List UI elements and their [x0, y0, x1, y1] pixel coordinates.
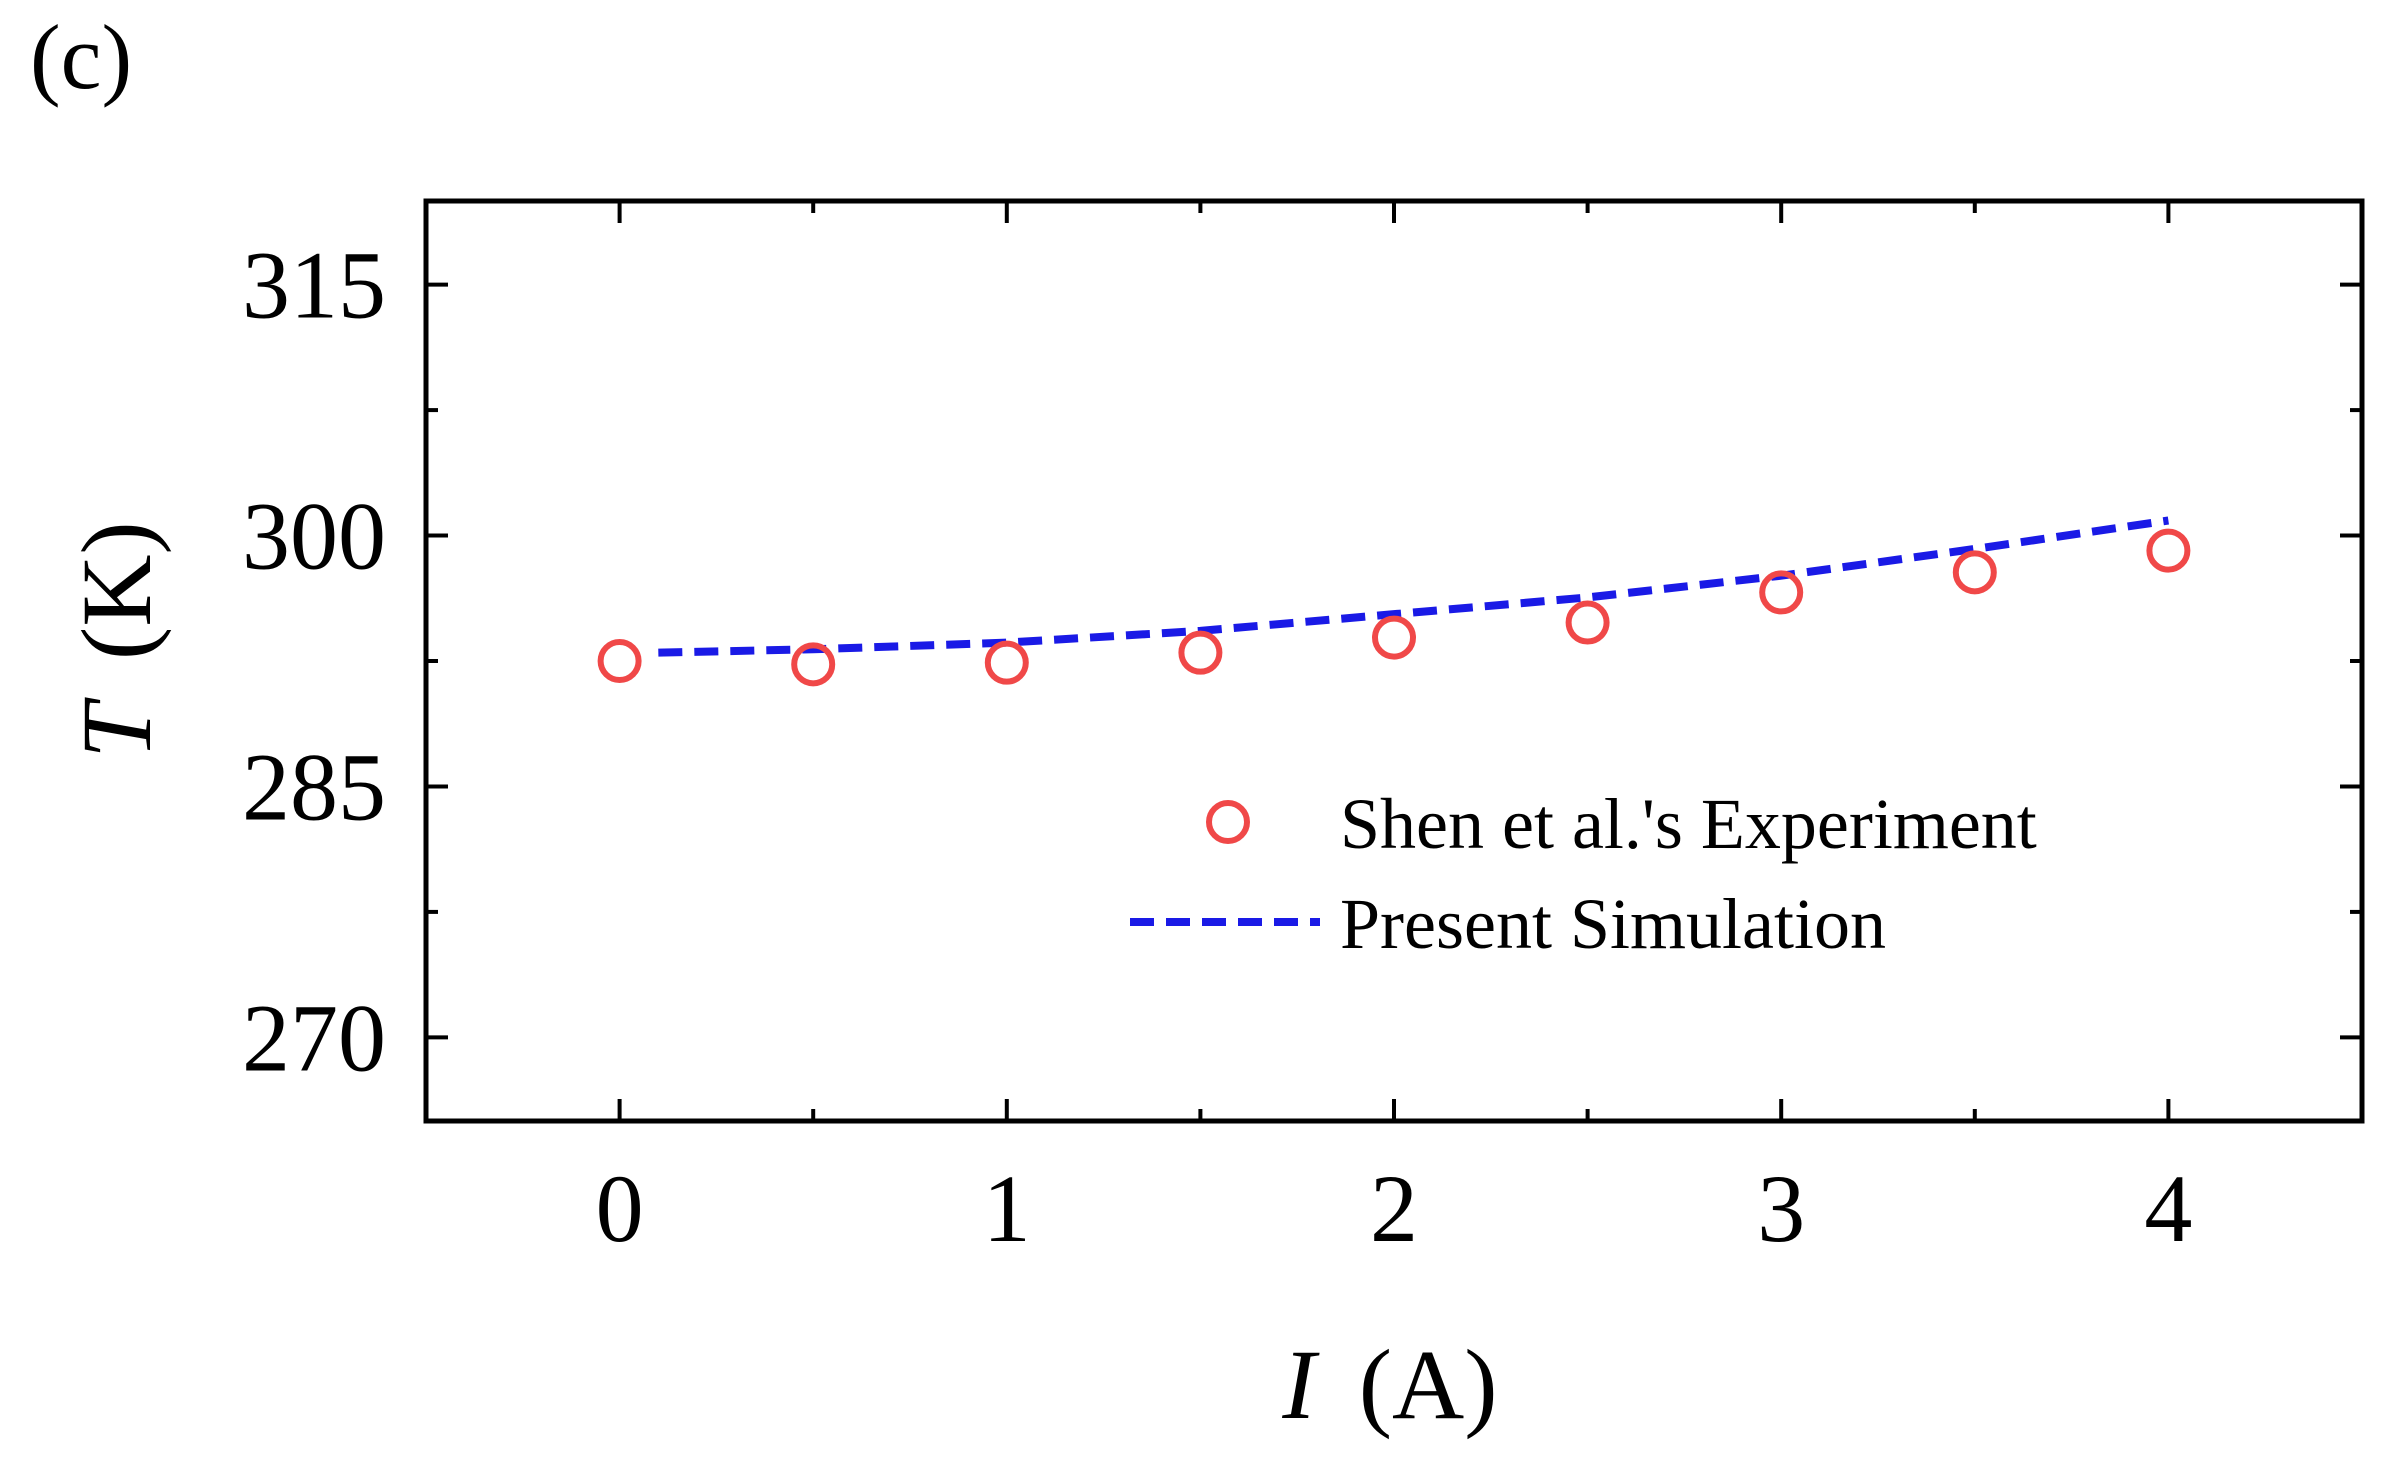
- plot-frame: [423, 198, 2365, 1124]
- y-axis-var: T: [61, 697, 172, 759]
- experiment-point: [597, 639, 642, 683]
- y-tick-label: 315: [242, 232, 386, 339]
- experiment-point: [791, 642, 836, 687]
- legend: Shen et al.'s Experiment Present Simulat…: [1130, 784, 2037, 964]
- panel-label: (c): [30, 6, 132, 108]
- experiment-point: [1178, 630, 1223, 675]
- experiment-point: [2146, 528, 2191, 573]
- y-axis-unit: (K): [61, 521, 172, 660]
- x-tick-label: 2: [1370, 1155, 1418, 1262]
- y-axis-title: T (K): [61, 521, 172, 758]
- x-tick-label: 1: [983, 1155, 1031, 1262]
- x-tick-label: 4: [2144, 1155, 2192, 1262]
- x-tick-label: 3: [1757, 1155, 1805, 1262]
- experiment-point: [984, 640, 1029, 685]
- experiment-point: [1952, 550, 1997, 595]
- x-axis-title: I (A): [1281, 1329, 1497, 1440]
- x-axis-var: I: [1281, 1329, 1320, 1440]
- tick-labels: 0 1 2 3 4 270 285 300 315: [242, 232, 2192, 1262]
- legend-label-experiment: Shen et al.'s Experiment: [1340, 784, 2037, 864]
- experiment-point: [1565, 600, 1610, 645]
- x-axis-unit: (A): [1359, 1329, 1498, 1440]
- legend-label-simulation: Present Simulation: [1340, 884, 1886, 964]
- experiment-series: [597, 528, 2191, 687]
- experiment-point: [1759, 570, 1804, 615]
- experiment-point: [1372, 615, 1416, 660]
- simulation-series: [658, 516, 2169, 657]
- x-tick-label: 0: [596, 1155, 644, 1262]
- y-tick-label: 270: [242, 984, 386, 1091]
- y-tick-label: 285: [242, 733, 386, 840]
- axis-ticks: [426, 201, 2362, 1121]
- y-tick-label: 300: [242, 483, 386, 590]
- simulation-line: [658, 516, 2169, 657]
- legend-marker-experiment: [1206, 800, 1250, 844]
